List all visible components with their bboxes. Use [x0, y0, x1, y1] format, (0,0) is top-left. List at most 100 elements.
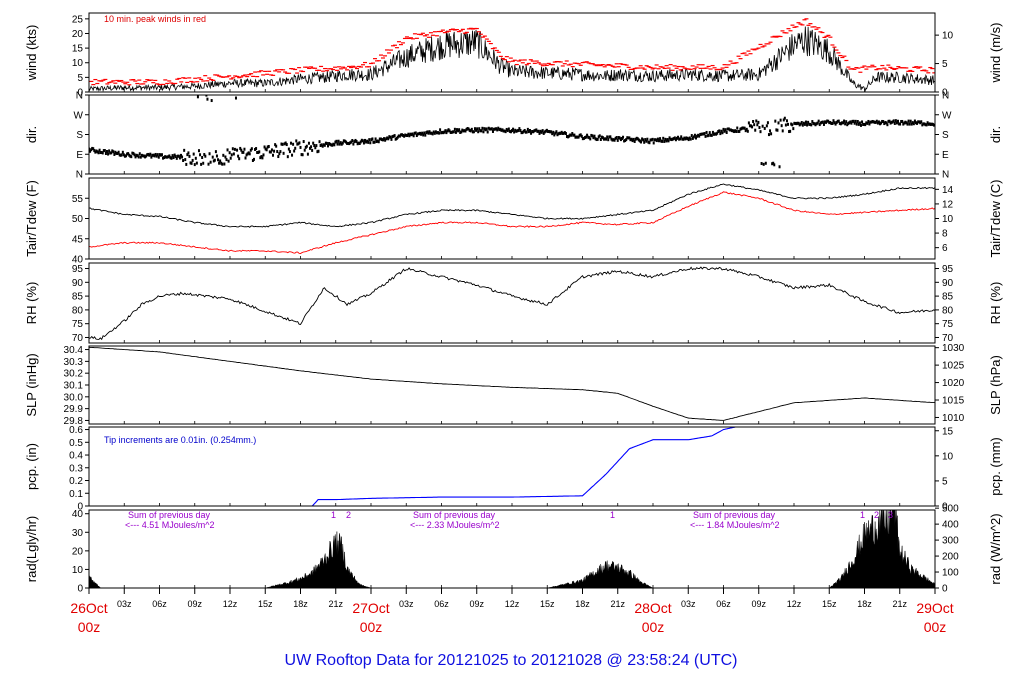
dir-point [733, 130, 736, 134]
dir-point [101, 151, 104, 155]
dir-point [586, 133, 589, 137]
dir-point [239, 146, 242, 150]
dir-point [180, 153, 183, 157]
dir-point [577, 135, 580, 139]
dir-point [610, 137, 613, 141]
dir-point [484, 128, 487, 132]
dir-point [139, 155, 142, 159]
dir-point [914, 121, 917, 125]
dir-point [100, 150, 103, 154]
dir-point [405, 133, 408, 137]
dir-point [528, 129, 531, 133]
dir-point [493, 127, 496, 131]
dir-point [136, 154, 139, 158]
dir-point [353, 140, 356, 144]
dir-point [192, 152, 195, 156]
dir-point [336, 142, 339, 146]
dir-point [718, 129, 721, 133]
slp-left-tick-label: 29.8 [64, 416, 84, 427]
dir-point [647, 140, 650, 144]
dir-point [499, 127, 502, 131]
dir-point [360, 138, 363, 142]
dir-point [588, 136, 591, 140]
dir-point [178, 156, 181, 160]
dir-point [561, 131, 564, 135]
dir-point [312, 141, 315, 145]
dir-point [824, 120, 827, 124]
dir-point [837, 119, 840, 123]
dir-point [372, 140, 375, 144]
dir-point [527, 130, 530, 134]
dir-point [181, 155, 184, 159]
dir-point [328, 142, 331, 146]
dir-point [348, 142, 351, 146]
dir-point [755, 119, 758, 123]
dir-point [582, 136, 585, 140]
dir-point [821, 120, 824, 124]
dir-point [509, 130, 512, 134]
dir-point [501, 128, 504, 132]
dir-point [92, 147, 95, 151]
dir-point [205, 95, 208, 97]
dir-point [342, 139, 345, 143]
dir-point [351, 138, 354, 142]
dir-point [238, 157, 241, 161]
rad-left-tick-label: 30 [72, 528, 84, 539]
dir-point [375, 140, 378, 144]
dir-point [841, 121, 844, 125]
rad-sum-value: <--- 1.84 MJoules/m^2 [690, 520, 780, 530]
dir-point [535, 128, 538, 132]
dir-point [834, 122, 837, 126]
dir-point [376, 139, 379, 143]
dir-point [609, 135, 612, 139]
dir-point [526, 127, 529, 131]
dir-point [772, 161, 775, 165]
rad-left-tick-label: 0 [77, 584, 83, 595]
dir-point [898, 122, 901, 126]
rad-left-tick-label: 20 [72, 546, 84, 557]
dir-point [159, 153, 162, 157]
dir-point [494, 127, 497, 131]
dir-point [147, 152, 150, 156]
slp-left-tick-label: 30.3 [64, 357, 84, 368]
day-label: 27Oct [352, 600, 389, 616]
dir-point [272, 153, 275, 157]
dir-point [176, 154, 179, 158]
dir-point [737, 129, 740, 133]
dir-point [630, 137, 633, 141]
dir-point [417, 132, 420, 136]
rad-sum-label: Sum of previous day [693, 510, 776, 520]
dir-point [653, 138, 656, 142]
dir-point [310, 145, 313, 149]
dir-point [390, 137, 393, 141]
dir-point [444, 129, 447, 133]
dir-point [656, 137, 659, 141]
day-hour-label: 00z [642, 619, 665, 635]
dir-point [802, 121, 805, 125]
radiation-area [89, 510, 935, 588]
dir-point [226, 148, 229, 152]
dir-point [513, 130, 516, 134]
dir-point [829, 120, 832, 124]
dir-point [848, 121, 851, 125]
dir-point [366, 139, 369, 143]
dir-point [230, 153, 233, 157]
dir-point [491, 129, 494, 133]
dir-point [866, 121, 869, 125]
rh-left-tick-label: 70 [72, 333, 84, 344]
dir-point [615, 136, 618, 140]
slp-left-tick-label: 30.0 [64, 392, 84, 403]
pcp-left-tick-label: 0.6 [69, 425, 83, 436]
dir-point [227, 159, 230, 163]
dir-point [876, 121, 879, 125]
dir-point [247, 151, 250, 155]
dir-point [662, 136, 665, 140]
dir-point [149, 152, 152, 156]
dir-point [778, 165, 781, 169]
dir-point [667, 139, 670, 143]
dir-point [769, 129, 772, 133]
dir-point [488, 127, 491, 131]
dir-point [130, 155, 133, 159]
dir-point [168, 154, 171, 158]
dir-point [223, 162, 226, 166]
